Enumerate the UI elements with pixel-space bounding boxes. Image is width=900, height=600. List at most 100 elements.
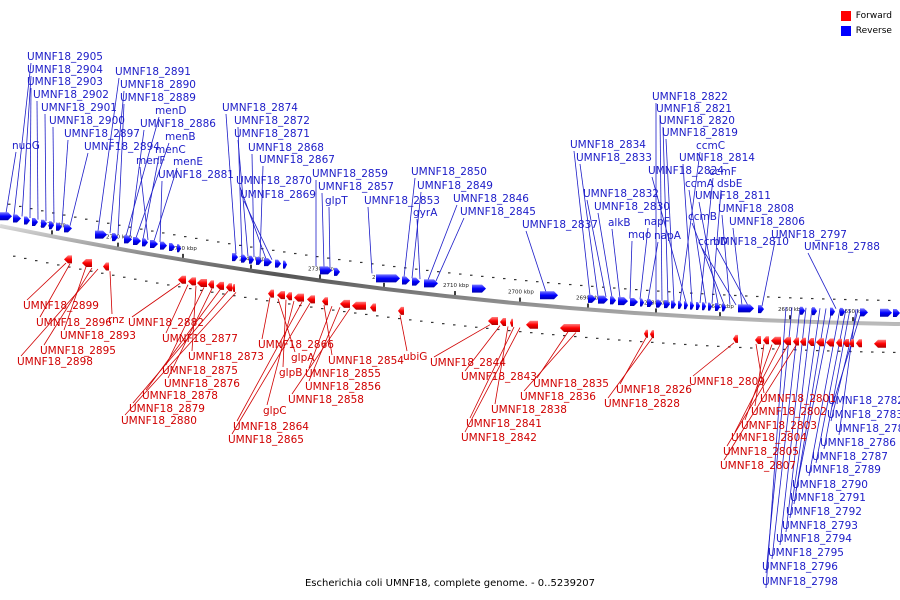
forward-gene-arrow [849,339,854,348]
leader-line [5,151,17,214]
gene-dash [371,263,374,265]
gene-dash [79,268,82,270]
reverse-gene-arrow [112,233,118,242]
forward-gene-arrow [277,291,285,300]
gene-dash [134,278,137,280]
gene-dash [497,328,500,331]
reverse-gene-arrow [840,307,845,316]
forward-gene-arrow [340,299,350,308]
gene-dash [244,296,247,298]
gene-dash [442,323,445,325]
gene-dash [222,293,225,295]
leader-line [573,150,591,296]
forward-gene-arrow [816,338,824,347]
leader-line [807,252,837,309]
forward-gene-arrow [874,339,886,348]
reverse-gene-label: UMNF18_2903 [27,76,103,88]
scale-tick-label: 2650 kbp [841,309,867,315]
reverse-gene-arrow [412,277,420,286]
gene-dash [574,335,577,338]
reverse-gene-label: UMNF18_2814 [679,152,755,164]
gene-dash [189,288,192,290]
gene-dash [607,338,610,340]
leader-line [755,343,765,394]
forward-gene-label: UMNF18_2805 [723,446,799,458]
forward-gene-arrow [370,303,376,312]
gene-labels: nuoGUMNF18_2905UMNF18_2904UMNF18_2903UMN… [12,51,900,588]
gene-dash [503,277,506,280]
gene-dash [217,241,220,243]
gene-dash [426,269,429,272]
leader-line [525,230,547,293]
gene-dash [558,283,561,285]
leader-line [142,155,160,240]
reverse-gene-arrow [133,237,141,246]
gene-dash [668,291,671,293]
reverse-gene-label: UMNF18_2797 [771,229,847,241]
gene-dash [211,291,214,293]
leader-line [433,324,491,358]
gene-dash [547,282,550,284]
gene-dash [184,236,187,238]
reverse-gene-label: menE [173,156,203,168]
gene-dash [382,264,385,266]
gene-dash [662,342,665,344]
forward-gene-arrow [808,337,814,346]
gene-dash [695,344,698,346]
gene-dash [844,298,847,301]
leader-line [662,126,669,302]
gene-dash [173,234,176,236]
gene-dash [140,228,143,230]
leader-line [607,337,653,399]
gene-dash [838,350,841,352]
leader-line [679,151,701,302]
reverse-gene-arrow [812,307,817,316]
leader-line [701,247,737,306]
leader-line [39,263,71,318]
forward-gene-label: UMNF18_2858 [288,394,364,406]
forward-gene-label: rnz [108,314,125,326]
leader-line [789,308,821,519]
legend-forward-label: Forward [855,10,892,21]
forward-gene-arrow [826,338,834,347]
forward-gene-label: UMNF18_2801 [760,393,836,405]
reverse-gene-arrow [232,253,238,262]
gene-dash [684,343,687,346]
leader-line [109,271,113,315]
leader-line [231,302,311,435]
reverse-gene-arrow [880,308,892,317]
reverse-gene-arrow [283,260,287,269]
reverse-gene-label: UMNF18_2832 [583,188,659,200]
forward-gene-label: UMNF18_2804 [731,432,807,444]
forward-gene-arrow [398,306,404,315]
scale-tick-label: 2760 kbp [106,235,132,241]
reverse-gene-arrow [671,300,676,309]
gene-dash [569,283,572,286]
gene-dash [393,265,396,268]
forward-gene-arrow [488,316,498,325]
gene-dash [464,325,467,327]
leader-line [399,314,408,352]
leader-line [831,309,863,408]
reverse-gene-label: UMNF18_2889 [120,92,196,104]
forward-gene-arrow [232,283,235,292]
leader-line [97,77,120,232]
reverse-gene-arrow [715,303,720,312]
forward-gene-label: UMNF18_2838 [491,404,567,416]
gene-dash [475,326,478,328]
scale-tick-label: 2750 kbp [171,246,197,252]
forward-gene-label: UMNF18_2836 [520,391,596,403]
reverse-gene-arrow [598,295,608,304]
forward-gene-arrow [307,295,315,304]
gene-dash [750,347,753,349]
reverse-gene-label: nuoG [12,140,40,152]
reverse-gene-label: UMNF18_2900 [49,115,125,127]
gene-dash [123,276,126,278]
gene-dash [365,313,368,316]
gene-dash [552,334,555,336]
reverse-gene-arrow [56,222,62,231]
gene-dash [387,316,390,318]
forward-gene-arrow [755,335,761,344]
forward-gene-label: UMNF18_2882 [128,317,204,329]
gene-dash [756,295,759,298]
